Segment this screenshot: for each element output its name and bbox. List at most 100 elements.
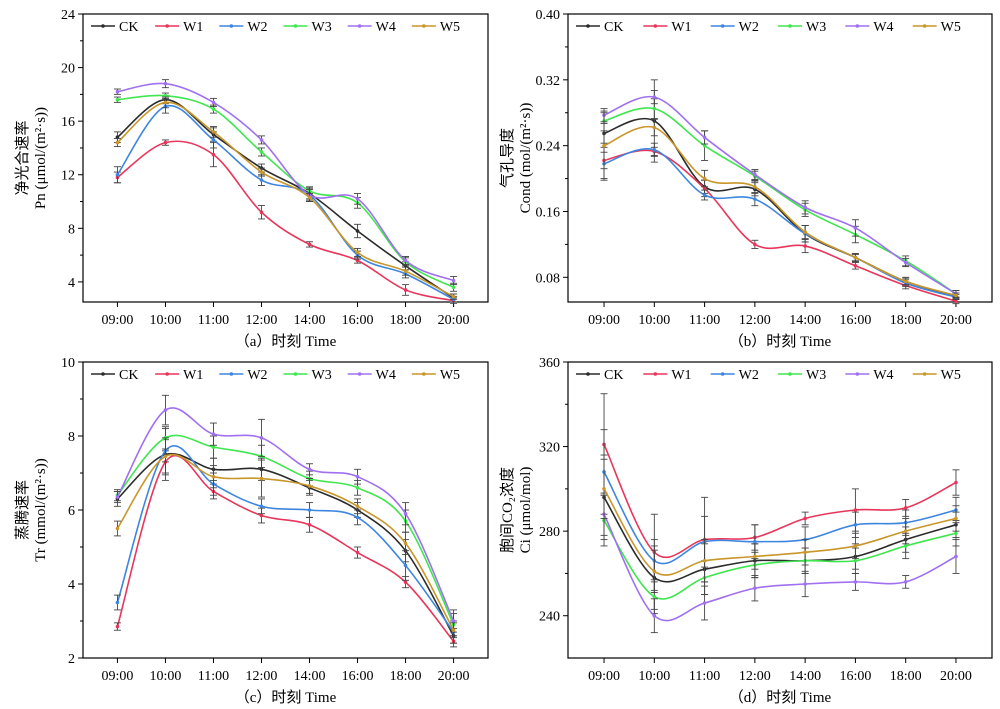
x-tick-label: 18:00	[390, 313, 422, 328]
legend-label: W3	[806, 20, 826, 35]
data-point	[115, 495, 120, 499]
y-tick-label: 2	[68, 652, 75, 667]
x-tick-label: 16:00	[342, 313, 374, 328]
y-axis-title-cn: 净光合速率	[14, 120, 31, 195]
y-axis-title-cn: 胞间CO₂浓度	[499, 467, 516, 553]
data-point	[702, 176, 707, 181]
x-tick-label: 18:00	[890, 669, 922, 684]
data-point	[307, 484, 312, 488]
x-tick-label: 14:00	[789, 669, 821, 684]
x-tick-label: 14:00	[294, 313, 326, 328]
panel-caption: （d）时刻 Time	[729, 689, 832, 706]
series-w5	[113, 437, 458, 639]
legend-marker	[165, 372, 169, 376]
data-point	[259, 436, 264, 440]
y-tick-label: 10	[61, 356, 75, 371]
data-point	[954, 554, 958, 559]
data-point	[307, 467, 312, 472]
y-axis-title: Pn (μmol/(m²·s))	[33, 107, 49, 209]
data-point	[853, 508, 858, 512]
data-point	[451, 619, 456, 623]
legend: CK W1 W2 W3 W4 W5	[576, 20, 961, 35]
series-line	[117, 82, 454, 282]
legend-label: W5	[440, 20, 460, 35]
legend-label: W3	[806, 368, 826, 383]
y-tick-label: 6	[68, 504, 75, 519]
series-line	[603, 95, 957, 295]
data-point	[753, 185, 757, 189]
legend-marker	[165, 24, 169, 28]
series-line	[603, 149, 957, 302]
data-point	[163, 100, 168, 105]
data-point	[259, 210, 264, 215]
y-axis-title-cn: 气孔导度	[499, 128, 516, 188]
y-tick-label: 0.16	[536, 205, 561, 220]
y-tick-label: 20	[61, 62, 75, 77]
x-tick-label: 18:00	[390, 669, 422, 684]
legend: CK W1 W2 W3 W4 W5	[91, 20, 460, 35]
legend-marker	[357, 24, 362, 28]
data-point	[853, 255, 858, 260]
data-point	[853, 263, 858, 268]
y-tick-label: 16	[61, 115, 75, 130]
data-point	[652, 95, 657, 99]
series-line	[116, 454, 455, 642]
x-tick-label: 16:00	[839, 669, 871, 684]
data-point	[115, 600, 120, 605]
legend-marker	[788, 24, 792, 28]
data-point	[451, 294, 456, 299]
series-w2	[113, 439, 458, 644]
series-w1	[113, 139, 458, 304]
panel-caption: （a）时刻 Time	[235, 333, 337, 350]
y-tick-label: 240	[539, 610, 560, 625]
data-point	[403, 580, 408, 584]
legend-marker	[357, 372, 362, 376]
legend-marker	[293, 372, 298, 376]
data-point	[753, 539, 757, 544]
data-point	[803, 244, 807, 248]
data-point	[451, 278, 456, 283]
data-point	[954, 299, 958, 303]
data-point	[803, 582, 807, 586]
legend-label: CK	[119, 368, 138, 383]
x-tick-label: 20:00	[940, 669, 972, 684]
panel-a: 09:00 10:00 11:00 12:00 14:00 16:00 18:00 20:00…	[14, 8, 489, 350]
x-tick-label: 10:00	[638, 669, 670, 684]
data-point	[355, 197, 360, 201]
data-point	[853, 580, 858, 584]
data-point	[803, 550, 807, 555]
data-point	[903, 529, 908, 533]
series-w4	[113, 79, 458, 286]
legend: CK W1 W2 W3 W4 W5	[576, 368, 961, 383]
legend-marker	[788, 372, 792, 376]
y-tick-label: 4	[68, 276, 75, 291]
legend-label: W3	[312, 20, 332, 35]
data-point	[307, 242, 312, 247]
data-point	[853, 544, 858, 548]
legend-label: W5	[440, 368, 460, 383]
data-point	[211, 138, 216, 142]
y-axis-title: Cond (mol/(m²·s))	[518, 103, 534, 214]
legend-label: CK	[119, 20, 138, 35]
legend-label: W1	[671, 20, 691, 35]
data-point	[355, 504, 360, 509]
data-point	[753, 172, 757, 177]
x-tick-label: 09:00	[101, 313, 133, 328]
y-tick-label: 0.32	[536, 74, 561, 89]
data-point	[903, 279, 908, 284]
x-tick-label: 20:00	[438, 313, 470, 328]
x-tick-label: 12:00	[739, 669, 771, 684]
data-point	[753, 197, 757, 201]
legend-marker	[720, 372, 725, 376]
legend-label: W1	[183, 20, 203, 35]
legend-marker	[101, 24, 105, 28]
data-point	[652, 613, 657, 618]
series-line	[603, 147, 957, 298]
x-tick-label: 10:00	[150, 313, 182, 328]
x-tick-label: 11:00	[198, 313, 229, 328]
legend-label: CK	[604, 368, 623, 383]
legend-marker	[922, 372, 927, 376]
legend-marker	[422, 372, 426, 376]
data-point	[903, 580, 908, 584]
